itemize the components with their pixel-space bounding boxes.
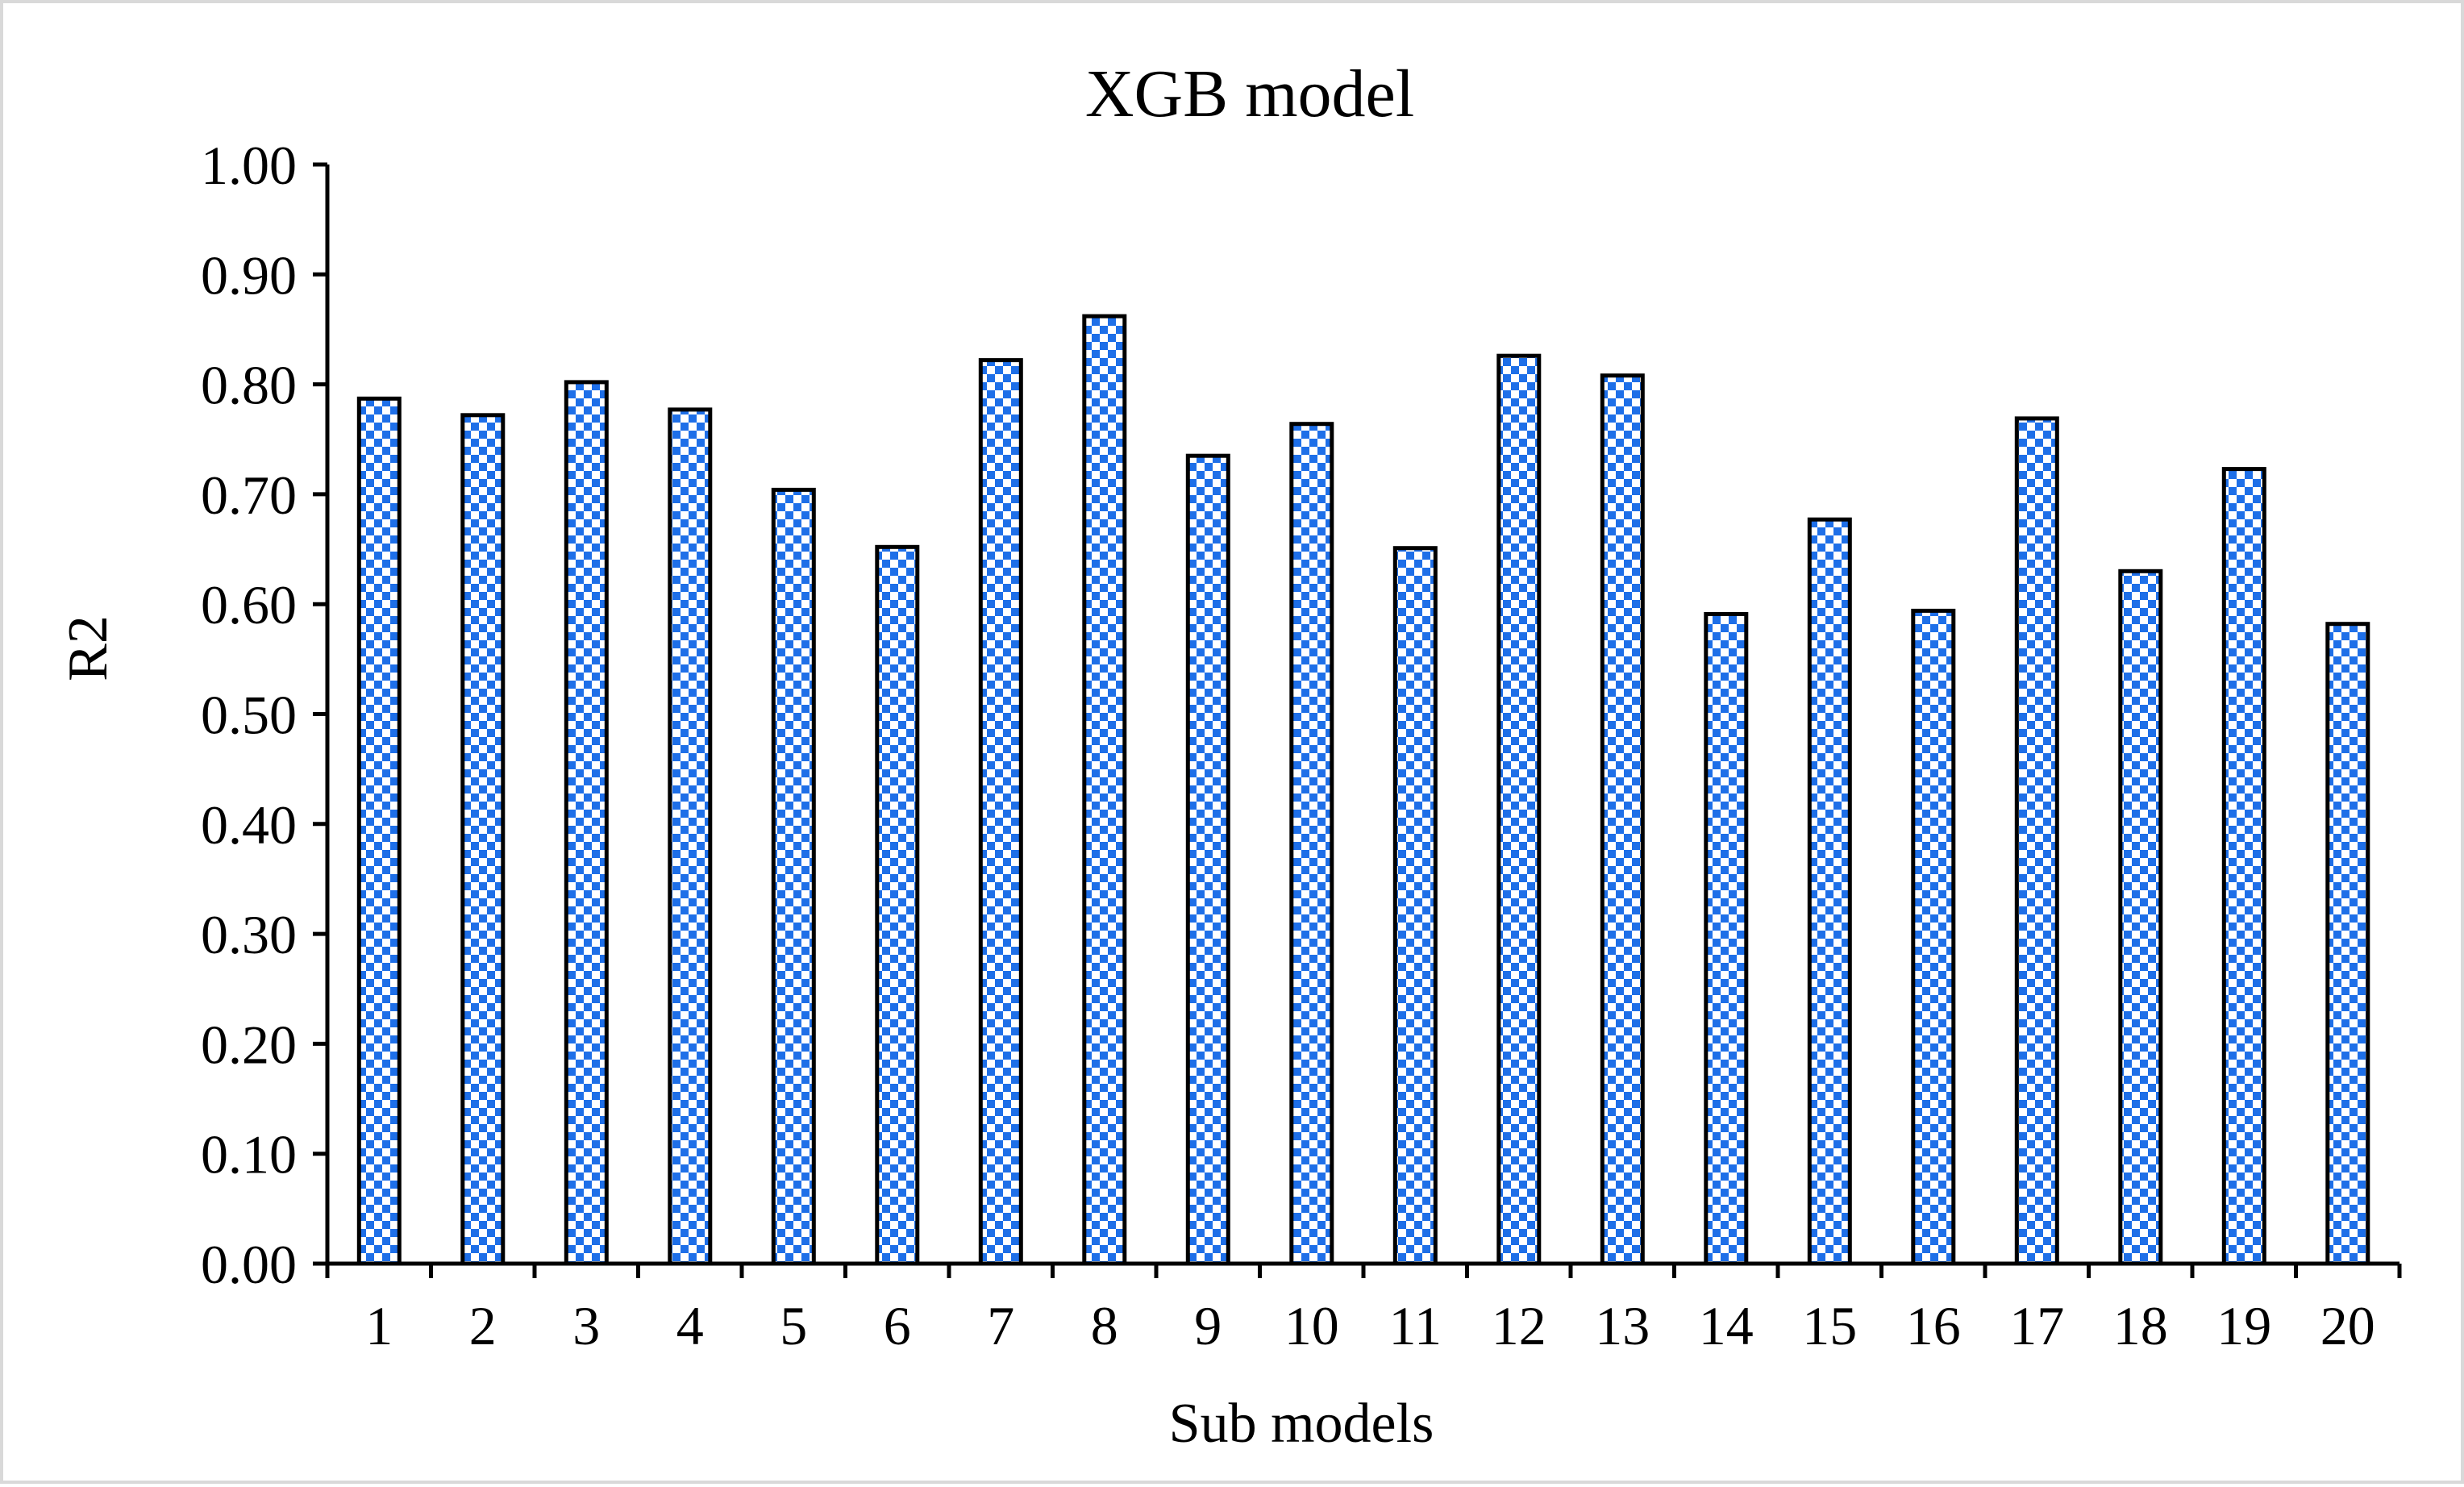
x-tick-label: 6 bbox=[884, 1295, 911, 1356]
bar-9 bbox=[1185, 453, 1230, 1266]
x-tick-label: 3 bbox=[572, 1295, 600, 1356]
y-tick-label: 0.70 bbox=[201, 464, 297, 526]
y-tick-label: 0.50 bbox=[201, 685, 297, 746]
bar-17 bbox=[2014, 416, 2059, 1266]
x-axis-label: Sub models bbox=[1169, 1393, 1434, 1455]
bar-7 bbox=[978, 358, 1023, 1266]
bar-4 bbox=[668, 407, 713, 1266]
bar-16 bbox=[1911, 608, 1956, 1266]
x-tick-label: 10 bbox=[1284, 1295, 1339, 1356]
chart-title: XGB model bbox=[1085, 56, 1414, 131]
bar-13 bbox=[1600, 373, 1645, 1266]
bar-10 bbox=[1289, 422, 1334, 1266]
y-tick-label: 0.20 bbox=[201, 1014, 297, 1075]
bar-18 bbox=[2118, 569, 2163, 1266]
bar-3 bbox=[564, 380, 609, 1266]
bar-12 bbox=[1496, 353, 1542, 1266]
x-tick-label: 18 bbox=[2113, 1295, 2168, 1356]
x-tick-label: 19 bbox=[2216, 1295, 2271, 1356]
x-tick-label: 5 bbox=[780, 1295, 807, 1356]
x-tick-label: 17 bbox=[2009, 1295, 2064, 1356]
y-tick-label: 0.60 bbox=[201, 574, 297, 635]
y-tick-label: 0.30 bbox=[201, 904, 297, 965]
bar-20 bbox=[2325, 622, 2370, 1266]
x-tick-label: 8 bbox=[1091, 1295, 1118, 1356]
bar-chart: XGB model R2 Sub models 0.00 0.10 0.20 0.30… bbox=[57, 56, 2402, 1455]
x-tick-label: 20 bbox=[2320, 1295, 2375, 1356]
y-axis: 0.00 0.10 0.20 0.30 0.40 0.50 0.60 0.70 0.80 0.90… bbox=[201, 135, 330, 1295]
bars-layer bbox=[356, 314, 2370, 1266]
bar-14 bbox=[1704, 612, 1749, 1266]
y-tick-label: 0.10 bbox=[201, 1124, 297, 1185]
bar-15 bbox=[1807, 517, 1852, 1266]
bar-11 bbox=[1392, 546, 1438, 1266]
x-tick-label: 14 bbox=[1699, 1295, 1754, 1356]
bar-5 bbox=[771, 487, 816, 1266]
y-tick-label: 0.40 bbox=[201, 794, 297, 856]
y-tick-label: 1.00 bbox=[201, 135, 297, 196]
y-tick-label: 0.00 bbox=[201, 1234, 297, 1295]
x-tick-label: 1 bbox=[365, 1295, 393, 1356]
x-tick-label: 12 bbox=[1492, 1295, 1546, 1356]
bar-8 bbox=[1082, 314, 1127, 1266]
y-tick-label: 0.90 bbox=[201, 244, 297, 306]
x-axis: 1 2 3 4 5 6 7 8 9 10 11 12 13 14 15 16 17 18 19 20 bbox=[325, 1261, 2402, 1356]
x-tick-label: 13 bbox=[1595, 1295, 1650, 1356]
x-tick-label: 4 bbox=[676, 1295, 704, 1356]
bar-1 bbox=[356, 396, 402, 1266]
bar-19 bbox=[2221, 467, 2266, 1266]
x-tick-label: 16 bbox=[1906, 1295, 1961, 1356]
x-tick-label: 7 bbox=[987, 1295, 1014, 1356]
y-tick-label: 0.80 bbox=[201, 355, 297, 416]
bar-6 bbox=[875, 544, 920, 1266]
x-tick-label: 11 bbox=[1389, 1295, 1442, 1356]
x-tick-label: 2 bbox=[469, 1295, 497, 1356]
bar-2 bbox=[460, 413, 506, 1266]
y-axis-label: R2 bbox=[57, 615, 119, 681]
x-tick-label: 9 bbox=[1194, 1295, 1222, 1356]
x-tick-label: 15 bbox=[1802, 1295, 1857, 1356]
